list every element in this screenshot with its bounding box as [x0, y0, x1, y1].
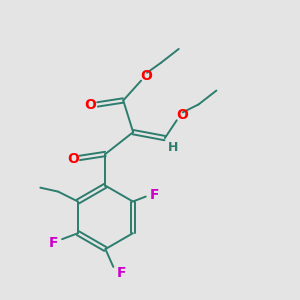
Text: H: H [168, 140, 178, 154]
Text: O: O [176, 108, 188, 122]
Text: F: F [116, 266, 126, 280]
Text: O: O [85, 98, 97, 112]
Text: F: F [150, 188, 159, 202]
Text: O: O [67, 152, 79, 166]
Text: O: O [140, 69, 152, 83]
Text: F: F [48, 236, 58, 250]
